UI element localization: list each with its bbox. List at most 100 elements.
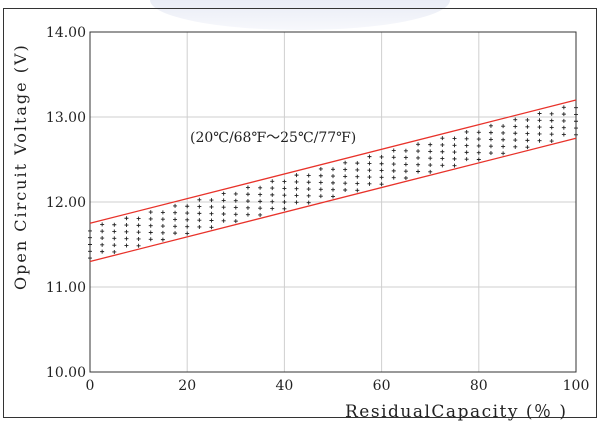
band-marker bbox=[209, 198, 214, 203]
band-line-0 bbox=[89, 99, 577, 224]
band-marker bbox=[391, 175, 396, 180]
band-marker bbox=[525, 145, 530, 150]
band-marker bbox=[160, 230, 165, 235]
band-marker bbox=[355, 161, 360, 166]
band-marker bbox=[488, 151, 493, 156]
band-marker bbox=[136, 216, 141, 221]
band-marker bbox=[561, 132, 566, 137]
x-tick-label-3: 60 bbox=[373, 378, 391, 394]
band-marker bbox=[452, 156, 457, 161]
band-marker bbox=[270, 199, 275, 204]
band-marker bbox=[416, 142, 421, 147]
band-marker bbox=[476, 137, 481, 142]
band-marker bbox=[221, 205, 226, 210]
band-marker bbox=[476, 143, 481, 148]
band-marker bbox=[185, 231, 190, 236]
band-marker bbox=[136, 243, 141, 248]
band-marker bbox=[488, 123, 493, 128]
band-marker bbox=[476, 150, 481, 155]
band-marker bbox=[245, 212, 250, 217]
band-marker bbox=[561, 105, 566, 110]
band-marker bbox=[318, 166, 323, 171]
y-tick-labels: 10.00 11.00 12.00 13.00 14.00 bbox=[46, 25, 86, 381]
band-marker bbox=[245, 199, 250, 204]
band-marker bbox=[185, 204, 190, 209]
band-marker bbox=[513, 131, 518, 136]
band-marker bbox=[160, 237, 165, 242]
band-marker bbox=[124, 223, 129, 228]
band-marker bbox=[501, 130, 506, 135]
band-marker bbox=[282, 200, 287, 204]
band-marker bbox=[88, 228, 92, 233]
x-tick-label-4: 80 bbox=[470, 378, 488, 394]
band-marker bbox=[233, 219, 238, 224]
band-lines bbox=[89, 99, 577, 263]
band-marker bbox=[440, 136, 445, 141]
band-marker bbox=[537, 125, 542, 130]
band-marker bbox=[112, 229, 117, 234]
band-markers bbox=[88, 105, 578, 261]
x-tick-label-2: 40 bbox=[275, 378, 293, 394]
band-marker bbox=[245, 192, 250, 197]
band-marker bbox=[379, 161, 384, 166]
band-marker bbox=[464, 136, 469, 141]
band-marker bbox=[549, 139, 554, 144]
band-marker bbox=[367, 168, 372, 173]
band-marker bbox=[148, 210, 153, 215]
band-marker bbox=[391, 155, 396, 160]
band-marker bbox=[574, 105, 578, 110]
band-marker bbox=[173, 203, 178, 208]
band-marker bbox=[331, 167, 335, 172]
band-marker bbox=[209, 211, 214, 216]
band-marker bbox=[331, 194, 335, 199]
band-marker bbox=[112, 222, 117, 227]
band-marker bbox=[136, 236, 141, 241]
band-marker bbox=[549, 111, 554, 116]
band-marker bbox=[488, 137, 493, 142]
band-marker bbox=[282, 193, 287, 198]
band-marker bbox=[452, 136, 457, 141]
band-marker bbox=[209, 225, 214, 230]
x-tick-label-0: 0 bbox=[86, 378, 95, 394]
band-marker bbox=[258, 185, 263, 190]
outer-border bbox=[3, 8, 597, 418]
band-marker bbox=[513, 124, 518, 129]
band-marker bbox=[270, 206, 275, 211]
plot-area bbox=[89, 31, 577, 373]
band-marker bbox=[270, 186, 275, 191]
band-marker bbox=[221, 191, 226, 196]
band-marker bbox=[221, 212, 226, 217]
band-marker bbox=[88, 249, 92, 254]
band-marker bbox=[306, 200, 311, 205]
band-marker bbox=[258, 192, 263, 197]
band-marker bbox=[185, 211, 190, 216]
band-marker bbox=[270, 179, 275, 184]
band-marker bbox=[318, 187, 323, 192]
band-marker bbox=[574, 112, 578, 117]
band-marker bbox=[416, 149, 421, 154]
band-marker bbox=[160, 224, 165, 229]
temperature-annotation: (20℃/68℉～25℃/77℉) bbox=[190, 130, 356, 146]
band-marker bbox=[100, 222, 105, 227]
band-marker bbox=[233, 212, 238, 217]
band-marker bbox=[197, 218, 202, 223]
band-marker bbox=[258, 212, 263, 217]
band-marker bbox=[112, 249, 117, 254]
band-marker bbox=[294, 200, 299, 205]
band-marker bbox=[282, 179, 287, 184]
band-marker bbox=[173, 217, 178, 222]
band-marker bbox=[270, 192, 275, 197]
band-marker bbox=[428, 142, 433, 147]
band-marker bbox=[488, 144, 493, 149]
band-marker bbox=[403, 169, 408, 174]
band-marker bbox=[501, 124, 506, 129]
band-marker bbox=[464, 157, 469, 162]
band-marker bbox=[379, 182, 384, 187]
band-marker bbox=[88, 235, 92, 240]
band-marker bbox=[306, 193, 311, 198]
band-marker bbox=[440, 163, 445, 168]
y-tick-label-3: 13.00 bbox=[46, 110, 86, 126]
band-marker bbox=[428, 169, 433, 174]
band-marker bbox=[549, 125, 554, 130]
band-marker bbox=[197, 197, 202, 202]
